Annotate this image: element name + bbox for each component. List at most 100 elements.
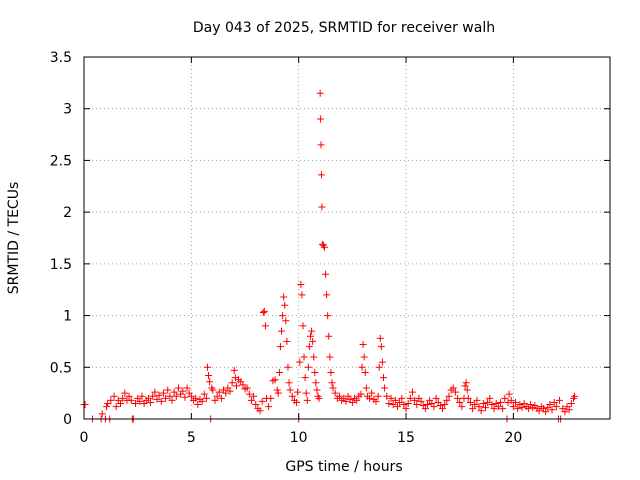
data-point — [282, 317, 290, 325]
data-point — [430, 403, 438, 411]
data-point — [294, 388, 302, 396]
data-point — [125, 392, 133, 400]
data-point — [181, 393, 189, 401]
data-point — [358, 363, 366, 371]
data-point — [259, 308, 267, 316]
data-point — [209, 386, 217, 394]
data-point — [200, 390, 208, 398]
data-point — [261, 322, 269, 330]
data-point — [215, 388, 223, 396]
data-point — [138, 392, 146, 400]
data-point — [276, 343, 284, 351]
data-point — [315, 394, 323, 402]
data-point — [279, 312, 287, 320]
data-point — [387, 394, 395, 402]
data-point — [136, 397, 144, 405]
data-point — [324, 312, 332, 320]
data-point — [159, 389, 167, 397]
x-tick-label: 15 — [397, 430, 415, 446]
tick-labels: 0 0.5 1 1.5 2 2.5 3 3.5 0 5 10 15 20 — [50, 50, 523, 446]
data-point — [366, 394, 374, 402]
data-point — [542, 408, 550, 416]
data-point — [411, 396, 419, 404]
data-point — [359, 341, 367, 349]
data-point — [381, 384, 389, 392]
data-point — [168, 396, 176, 404]
data-point — [360, 353, 368, 361]
data-point — [274, 389, 282, 397]
data-point — [449, 384, 457, 392]
data-point — [561, 408, 569, 416]
data-point — [301, 374, 309, 382]
data-points — [80, 89, 579, 423]
data-point — [375, 363, 383, 371]
data-point — [278, 327, 286, 335]
data-point — [406, 394, 414, 402]
data-point — [302, 389, 310, 397]
data-point — [300, 353, 308, 361]
y-axis-label: SRMTID / TECUs — [6, 182, 22, 295]
data-point — [298, 291, 306, 299]
data-point — [144, 394, 152, 402]
x-axis-label: GPS time / hours — [285, 459, 402, 475]
data-point — [499, 405, 507, 413]
axis-ticks — [83, 56, 610, 420]
data-point — [417, 397, 425, 405]
y-tick-label: 1 — [63, 309, 72, 325]
data-point — [464, 394, 472, 402]
data-point — [497, 398, 505, 406]
data-point — [477, 407, 485, 415]
data-point — [211, 396, 219, 404]
data-point — [490, 405, 498, 413]
data-point — [155, 391, 163, 399]
data-point — [357, 390, 365, 398]
data-point — [567, 399, 575, 407]
data-point — [335, 392, 343, 400]
data-point — [505, 390, 513, 398]
data-point — [362, 384, 370, 392]
data-point — [153, 395, 161, 403]
x-tick-label: 0 — [80, 430, 89, 446]
data-point — [327, 368, 335, 376]
data-point — [424, 401, 432, 409]
data-point — [256, 407, 264, 415]
data-point — [194, 401, 202, 409]
data-point — [275, 368, 283, 376]
data-point — [432, 394, 440, 402]
data-point — [329, 384, 337, 392]
data-point — [316, 89, 324, 97]
data-point — [293, 398, 301, 406]
data-point — [374, 392, 382, 400]
data-point — [372, 397, 380, 405]
data-point — [296, 358, 304, 366]
data-point — [565, 406, 573, 414]
data-point — [258, 397, 266, 405]
data-point — [203, 363, 211, 371]
data-point — [230, 366, 238, 374]
data-point — [408, 388, 416, 396]
data-point — [524, 405, 532, 413]
data-point — [400, 401, 408, 409]
data-point — [226, 387, 234, 395]
y-tick-label: 1.5 — [50, 257, 72, 273]
data-point — [471, 401, 479, 409]
data-point — [342, 397, 350, 405]
data-point — [119, 394, 127, 402]
data-point — [475, 403, 483, 411]
data-point — [297, 281, 305, 289]
data-point — [317, 141, 325, 149]
data-point — [250, 392, 258, 400]
data-point — [398, 394, 406, 402]
data-point — [509, 403, 517, 411]
data-point — [383, 392, 391, 400]
data-point — [318, 203, 326, 211]
data-point — [284, 363, 292, 371]
x-tick-label: 5 — [187, 430, 196, 446]
data-point — [396, 398, 404, 406]
data-point — [443, 396, 451, 404]
data-point — [518, 404, 526, 412]
data-point — [353, 396, 361, 404]
data-point — [245, 390, 253, 398]
data-point — [187, 392, 195, 400]
data-point — [239, 381, 247, 389]
